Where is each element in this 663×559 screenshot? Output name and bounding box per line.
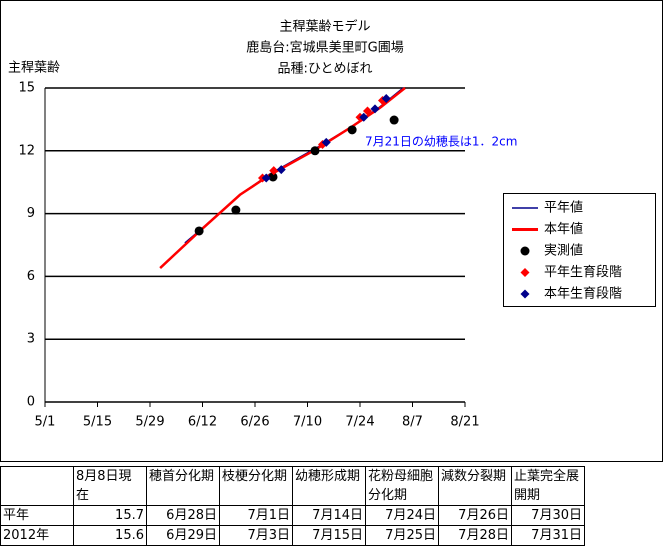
legend-label: 実測値 [544, 243, 583, 259]
table-cell: 7月3日 [219, 525, 293, 546]
point [359, 112, 369, 122]
table-cell [0, 466, 74, 506]
legend-label: 本年生育段階 [544, 286, 622, 302]
table-cell: 7月30日 [511, 505, 585, 526]
table-cell: 2012年 [0, 525, 74, 546]
y-axis-label: 主稈葉齢 [8, 61, 60, 76]
x-tick-label: 5/15 [83, 415, 112, 430]
table-cell: 7月1日 [219, 505, 293, 526]
annotation: 7月21日の幼穂長は1．2cm [365, 135, 517, 149]
x-tick-label: 8/7 [402, 415, 423, 430]
table-cell: 8月8日現在 [73, 466, 147, 506]
legend-swatch [520, 289, 530, 299]
stage-table: 8月8日現在 穂首分化期 枝梗分化期 幼穂形成期 花粉母細胞分化期 減数分裂期 止葉完全展開… [0, 466, 585, 546]
table-cell: 減数分裂期 [438, 466, 512, 506]
point [231, 205, 241, 215]
point [194, 226, 204, 236]
table-header: 8月8日現在 穂首分化期 枝梗分化期 幼穂形成期 花粉母細胞分化期 減数分裂期 止葉完全展開… [0, 466, 585, 506]
y-tick-label: 6 [27, 269, 35, 284]
table-cell: 穂首分化期 [146, 466, 220, 506]
chart-title: 主稈葉齢モデル [279, 19, 370, 35]
x-tick-label: 5/29 [135, 415, 164, 430]
table-cell: 15.6 [73, 525, 147, 546]
point [268, 172, 278, 182]
y-tick-label: 0 [27, 395, 35, 410]
chart: 主稈葉齢モデル 鹿島台:宮城県美里町G圃場 品種:ひとめぼれ 主稈葉齢 7月21… [0, 0, 663, 462]
table-cell: 7月15日 [292, 525, 366, 546]
y-tick-label: 3 [27, 332, 35, 347]
point [389, 115, 399, 125]
legend-label: 平年生育段階 [544, 264, 622, 280]
table-cell: 枝梗分化期 [219, 466, 293, 506]
y-tick-label: 12 [18, 143, 35, 158]
table-cell: 6月29日 [146, 525, 220, 546]
table-cell: 7月14日 [292, 505, 366, 526]
table-cell: 止葉完全展開期 [511, 466, 585, 506]
point [269, 166, 279, 176]
x-tick-label: 6/26 [240, 415, 269, 430]
point [276, 165, 286, 175]
table-cell: 平年 [0, 505, 74, 526]
point [370, 104, 380, 114]
x-tick-label: 5/1 [35, 415, 56, 430]
legend-label: 平年値 [544, 200, 583, 216]
legend-label: 本年値 [544, 221, 583, 237]
y-tick-label: 15 [18, 81, 35, 96]
x-tick-label: 7/10 [293, 415, 322, 430]
legend-swatch [520, 246, 530, 256]
point [261, 173, 271, 183]
table-cell: 6月28日 [146, 505, 220, 526]
point [347, 125, 357, 135]
chart-title: 鹿島台:宮城県美里町G圃場 [246, 40, 403, 56]
table-cell: 幼穂形成期 [292, 466, 366, 506]
chart-title: 品種:ひとめぼれ [278, 61, 373, 77]
table-cell: 7月28日 [438, 525, 512, 546]
table-row: 2012年 15.6 6月29日 7月3日 7月15日 7月25日 7月28日 7月31日 [0, 525, 585, 546]
x-tick-label: 8/21 [450, 415, 479, 430]
table-cell: 7月25日 [365, 525, 439, 546]
table-row: 平年 15.7 6月28日 7月1日 7月14日 7月24日 7月26日 7月30日 [0, 505, 585, 526]
legend-swatch [520, 268, 530, 277]
point [321, 137, 331, 147]
table-cell: 7月26日 [438, 505, 512, 526]
table-cell: 7月31日 [511, 525, 585, 546]
table-cell: 15.7 [73, 505, 147, 526]
y-tick-label: 9 [27, 206, 35, 221]
x-tick-label: 7/24 [345, 415, 374, 430]
table-cell: 花粉母細胞分化期 [365, 466, 439, 506]
x-tick-label: 6/12 [188, 415, 217, 430]
point [363, 106, 372, 116]
point [381, 93, 391, 103]
point [310, 146, 320, 156]
table-cell: 7月24日 [365, 505, 439, 526]
